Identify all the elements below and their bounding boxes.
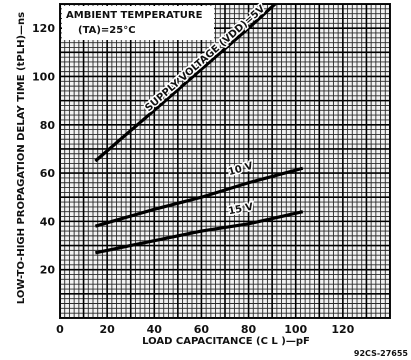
x-tick-label: 120 xyxy=(331,323,354,336)
annotation-line-2: (TA)=25°C xyxy=(78,25,136,36)
y-tick-label: 100 xyxy=(32,70,55,83)
x-tick-label: 0 xyxy=(56,323,64,336)
x-tick-label: 40 xyxy=(147,323,163,336)
figure-id: 92CS-27655 xyxy=(354,349,409,358)
x-tick-label: 20 xyxy=(99,323,115,336)
y-tick-labels: 20 40 60 80 100 120 xyxy=(32,22,55,277)
y-tick-label: 40 xyxy=(40,215,56,228)
x-tick-label: 60 xyxy=(194,323,210,336)
x-tick-label: 100 xyxy=(284,323,307,336)
y-tick-label: 80 xyxy=(40,119,56,132)
series-layer xyxy=(94,4,304,255)
y-axis-title: LOW-TO-HIGH PROPAGATION DELAY TIME (tPLH… xyxy=(16,12,27,304)
y-tick-label: 20 xyxy=(40,264,56,277)
annotation-line-1: AMBIENT TEMPERATURE xyxy=(66,10,203,21)
x-axis-title: LOAD CAPACITANCE (C L )—pF xyxy=(142,336,310,347)
y-tick-label: 120 xyxy=(32,22,55,35)
x-tick-labels: 0 20 40 60 80 100 120 xyxy=(56,323,355,336)
x-tick-label: 80 xyxy=(241,323,257,336)
y-tick-label: 60 xyxy=(40,167,56,180)
annotation-background xyxy=(62,6,214,40)
